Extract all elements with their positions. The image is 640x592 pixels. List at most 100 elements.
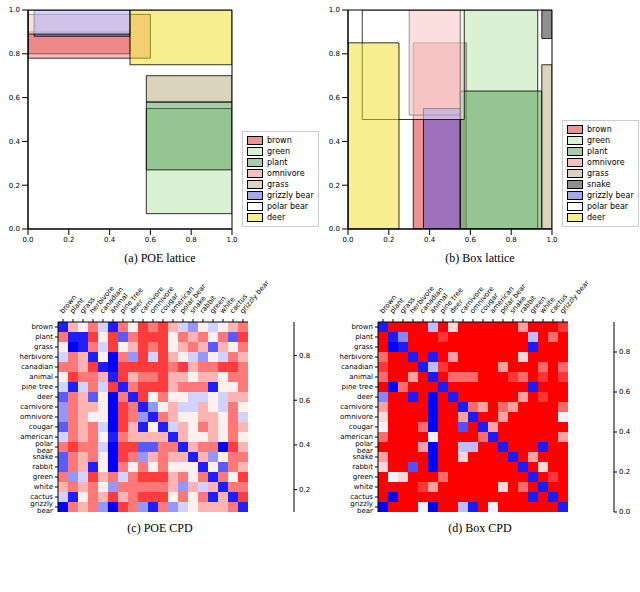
svg-text:canadian: canadian	[341, 363, 373, 371]
svg-text:deer: deer	[357, 393, 373, 401]
svg-text:omnivore: omnivore	[148, 284, 176, 316]
svg-text:white: white	[538, 295, 557, 316]
svg-text:0.4: 0.4	[619, 428, 631, 436]
svg-text:carnivore: carnivore	[20, 403, 53, 411]
svg-text:herbivore: herbivore	[408, 284, 436, 316]
svg-text:0.2: 0.2	[383, 236, 394, 244]
svg-text:0.8: 0.8	[186, 236, 197, 244]
svg-text:0.8: 0.8	[299, 352, 310, 360]
svg-text:0.6: 0.6	[465, 236, 477, 244]
svg-text:pine tree: pine tree	[22, 383, 53, 391]
svg-text:0.4: 0.4	[329, 138, 341, 146]
svg-text:grizzlybear: grizzlybear	[350, 500, 373, 515]
svg-text:grizzlybear: grizzlybear	[30, 500, 53, 515]
svg-text:cougar: cougar	[349, 423, 373, 431]
svg-text:canadian: canadian	[98, 285, 126, 316]
svg-text:plant: plant	[355, 333, 373, 341]
svg-text:rabbit: rabbit	[518, 294, 538, 316]
svg-text:1.0: 1.0	[329, 6, 340, 14]
svg-text:green: green	[33, 473, 53, 481]
svg-text:polar bear: polar bear	[498, 282, 528, 316]
svg-text:canadian: canadian	[21, 363, 53, 371]
svg-text:0.4: 0.4	[299, 441, 311, 449]
svg-text:1.0: 1.0	[546, 236, 557, 244]
svg-text:0.0: 0.0	[9, 225, 20, 233]
svg-text:grass: grass	[398, 295, 417, 316]
svg-text:brown: brown	[351, 323, 373, 331]
svg-text:rabbit: rabbit	[198, 294, 218, 316]
svg-text:0.0: 0.0	[329, 225, 340, 233]
svg-text:0.8: 0.8	[506, 236, 517, 244]
svg-text:animal: animal	[349, 373, 373, 381]
svg-text:white: white	[34, 483, 53, 491]
svg-text:rabbit: rabbit	[352, 463, 373, 471]
svg-text:pine tree: pine tree	[342, 383, 373, 391]
svg-text:carnivore: carnivore	[458, 285, 486, 316]
svg-text:0.2: 0.2	[9, 182, 20, 190]
svg-text:1.0: 1.0	[9, 6, 20, 14]
svg-text:omnivore: omnivore	[20, 413, 53, 421]
svg-text:0.8: 0.8	[329, 50, 340, 58]
svg-text:grass: grass	[354, 343, 373, 351]
svg-text:carnivore: carnivore	[340, 403, 373, 411]
svg-text:brown: brown	[31, 323, 53, 331]
svg-text:0.0: 0.0	[22, 236, 33, 244]
svg-text:brown: brown	[378, 293, 399, 316]
svg-text:cougar: cougar	[478, 291, 501, 316]
svg-text:brown: brown	[58, 293, 79, 316]
svg-text:herbivore: herbivore	[20, 353, 53, 361]
svg-text:white: white	[218, 295, 237, 316]
svg-text:0.6: 0.6	[299, 397, 311, 405]
svg-text:plant: plant	[35, 333, 53, 341]
svg-text:snake: snake	[508, 294, 528, 316]
svg-text:0.8: 0.8	[9, 50, 20, 58]
svg-text:cactus: cactus	[228, 292, 250, 316]
svg-text:cactus: cactus	[548, 292, 570, 316]
svg-text:grass: grass	[78, 295, 97, 316]
svg-text:green: green	[528, 294, 548, 316]
svg-text:cougar: cougar	[158, 291, 181, 316]
svg-text:polar bear: polar bear	[178, 282, 208, 316]
svg-text:0.4: 0.4	[104, 236, 116, 244]
svg-text:american: american	[488, 285, 516, 316]
svg-text:plant: plant	[68, 296, 86, 316]
svg-text:0.4: 0.4	[424, 236, 436, 244]
svg-text:snake: snake	[353, 453, 373, 461]
svg-text:herbivore: herbivore	[88, 284, 116, 316]
svg-text:0.6: 0.6	[329, 94, 341, 102]
svg-text:0.0: 0.0	[619, 508, 630, 516]
svg-text:0.6: 0.6	[619, 388, 631, 396]
svg-text:0.8: 0.8	[619, 348, 630, 356]
svg-text:0.0: 0.0	[342, 236, 353, 244]
svg-text:pine tree: pine tree	[118, 286, 145, 316]
svg-text:0.2: 0.2	[619, 468, 630, 476]
svg-text:0.4: 0.4	[9, 138, 21, 146]
svg-text:0.6: 0.6	[145, 236, 157, 244]
svg-text:carnivore: carnivore	[138, 285, 166, 316]
svg-text:deer: deer	[37, 393, 53, 401]
svg-text:0.6: 0.6	[9, 94, 21, 102]
svg-text:1.0: 1.0	[226, 236, 237, 244]
svg-text:cougar: cougar	[29, 423, 53, 431]
svg-text:grass: grass	[34, 343, 53, 351]
svg-text:omnivore: omnivore	[340, 413, 373, 421]
svg-text:herbivore: herbivore	[340, 353, 373, 361]
svg-text:snake: snake	[33, 453, 53, 461]
svg-text:white: white	[354, 483, 373, 491]
svg-text:green: green	[208, 294, 228, 316]
svg-text:0.2: 0.2	[299, 486, 310, 494]
svg-text:grizzly bear: grizzly bear	[558, 279, 590, 316]
svg-text:rabbit: rabbit	[32, 463, 53, 471]
svg-text:green: green	[353, 473, 373, 481]
svg-text:omnivore: omnivore	[468, 284, 496, 316]
svg-text:0.2: 0.2	[63, 236, 74, 244]
svg-text:0.2: 0.2	[329, 182, 340, 190]
svg-text:grizzly bear: grizzly bear	[238, 279, 270, 316]
svg-text:canadian: canadian	[418, 285, 446, 316]
svg-text:american: american	[168, 285, 196, 316]
svg-text:animal: animal	[29, 373, 53, 381]
svg-text:animal: animal	[108, 292, 130, 316]
svg-text:animal: animal	[428, 292, 450, 316]
svg-text:pine tree: pine tree	[438, 286, 465, 316]
svg-text:snake: snake	[188, 294, 208, 316]
